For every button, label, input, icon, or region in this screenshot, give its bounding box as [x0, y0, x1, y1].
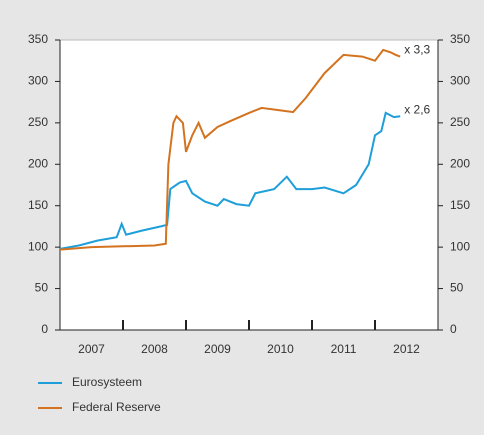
y2-tick-label: 250: [450, 115, 470, 129]
y-tick-label: 200: [28, 156, 48, 170]
y-tick-label: 100: [28, 239, 48, 253]
y2-tick-label: 150: [450, 198, 470, 212]
x-tick-label: 2008: [141, 342, 168, 356]
x-tick-label: 2010: [267, 342, 294, 356]
y2-tick-label: 300: [450, 74, 470, 88]
series-line: [59, 111, 401, 250]
x-tick-label: 2012: [393, 342, 420, 356]
y2-tick-label: 100: [450, 239, 470, 253]
x-tick-label: 2009: [204, 342, 231, 356]
series-annotation: x 3,3: [404, 43, 430, 57]
y-tick-label: 250: [28, 115, 48, 129]
plot-area: [60, 40, 438, 330]
series-line: [59, 48, 401, 251]
y2-tick-label: 350: [450, 32, 470, 46]
y-tick-label: 0: [41, 322, 48, 336]
y-tick-label: 350: [28, 32, 48, 46]
y-tick-label: 300: [28, 74, 48, 88]
y-tick-label: 50: [35, 281, 49, 295]
y2-tick-label: 50: [450, 281, 464, 295]
x-tick-label: 2011: [331, 342, 357, 356]
x-tick-label: 2007: [78, 342, 105, 356]
series-annotation: x 2,6: [404, 102, 430, 116]
legend-label: Federal Reserve: [72, 400, 161, 414]
y2-tick-label: 0: [450, 322, 457, 336]
legend-label: Eurosysteem: [72, 375, 142, 389]
y-tick-label: 150: [28, 198, 48, 212]
y2-tick-label: 200: [450, 156, 470, 170]
